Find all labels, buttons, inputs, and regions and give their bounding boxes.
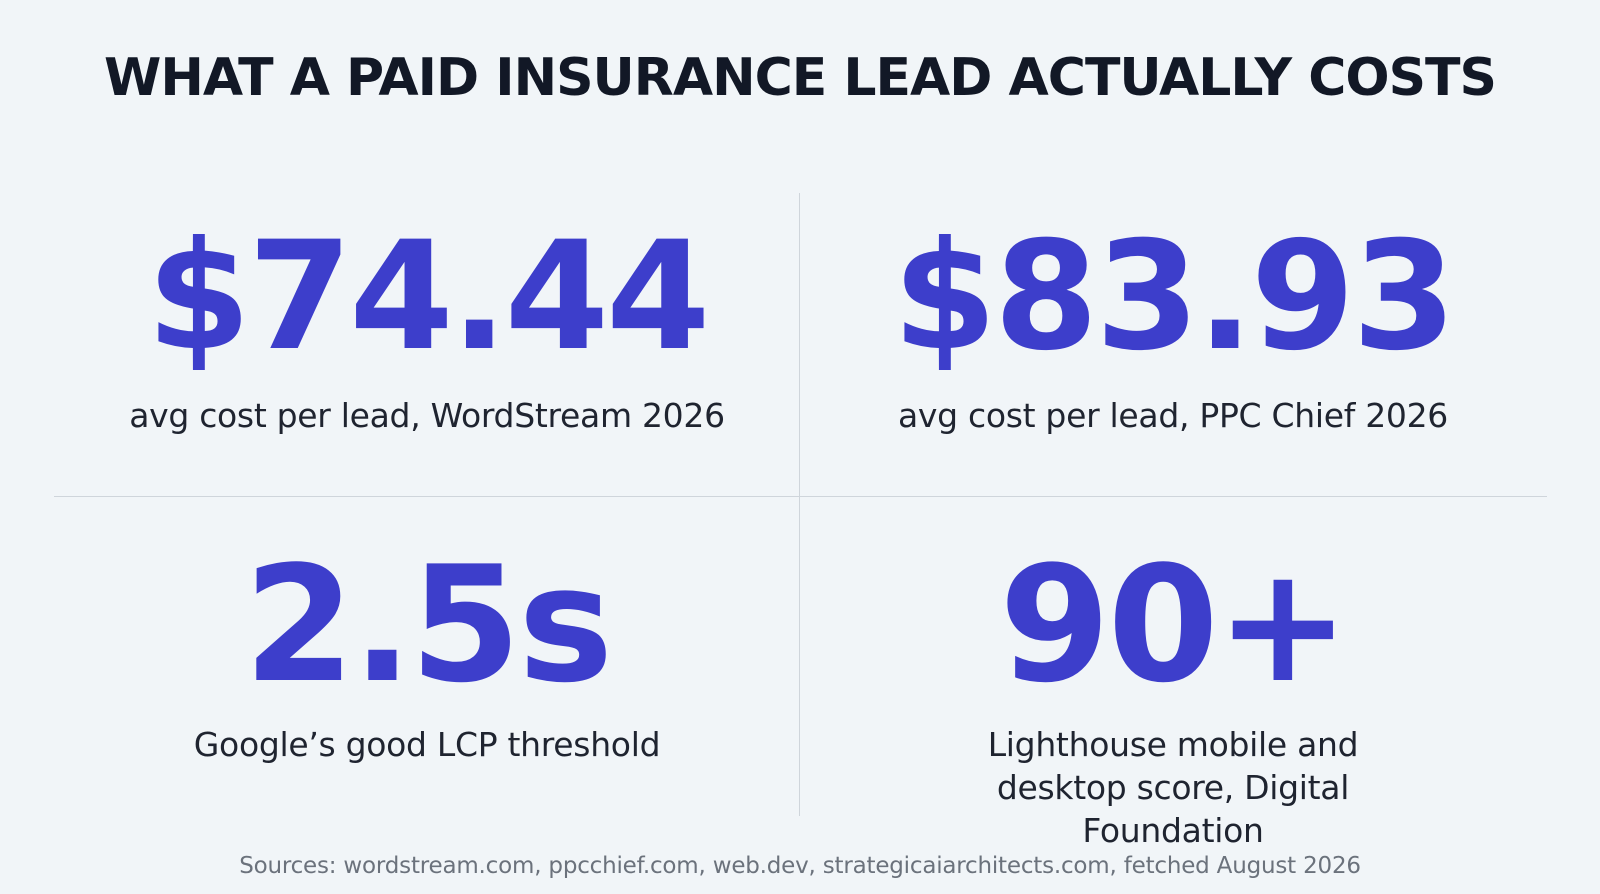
page-title: WHAT A PAID INSURANCE LEAD ACTUALLY COST… <box>104 48 1497 108</box>
vertical-divider <box>799 193 800 816</box>
stat-card-lighthouse: 90+ Lighthouse mobile and desktop score,… <box>800 545 1546 852</box>
stat-card-wordstream: $74.44 avg cost per lead, WordStream 202… <box>54 222 800 437</box>
stat-label: Lighthouse mobile and desktop score, Dig… <box>987 725 1359 850</box>
horizontal-divider <box>54 496 1547 497</box>
stat-card-lcp: 2.5s Google’s good LCP threshold <box>54 545 800 766</box>
stat-value: $83.93 <box>892 210 1457 384</box>
stat-label: Google’s good LCP threshold <box>193 725 661 764</box>
stat-value: $74.44 <box>146 210 711 384</box>
stat-label: avg cost per lead, WordStream 2026 <box>129 396 725 435</box>
sources-footnote: Sources: wordstream.com, ppcchief.com, w… <box>239 853 1361 879</box>
stat-label: avg cost per lead, PPC Chief 2026 <box>897 396 1449 435</box>
stat-card-ppc-chief: $83.93 avg cost per lead, PPC Chief 2026 <box>800 222 1546 437</box>
stat-value: 2.5s <box>243 531 614 718</box>
stat-value: 90+ <box>999 531 1350 718</box>
